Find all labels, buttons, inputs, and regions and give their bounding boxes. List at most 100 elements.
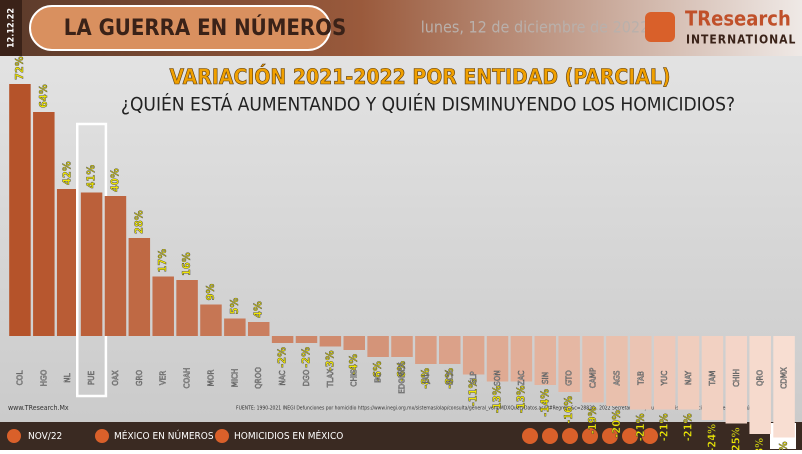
x-tick-label: JAL [421,373,430,385]
value-label: -21% [658,413,671,441]
value-label: 5% [228,298,241,315]
x-tick-label: BC [374,373,383,383]
bar [128,238,151,336]
bar [80,192,103,336]
bar [319,336,342,347]
x-tick-label: COL [15,371,24,386]
bar [247,322,270,336]
x-tick-label: TAB [636,371,645,386]
value-label: -24% [705,424,718,450]
bar [558,336,580,392]
bar [606,336,628,406]
bar [725,336,748,424]
bar [653,336,676,410]
footer-link[interactable]: MÉXICO EN NÚMEROS [114,429,214,442]
x-tick-label: TAM [708,371,717,387]
value-label: 41% [85,165,98,189]
x-tick-label: ZAC [517,371,526,386]
x-tick-label: AGS [612,370,621,385]
date-tag: 12.12.22 [7,8,17,48]
x-tick-label: DGO [302,369,311,386]
bar [439,336,461,364]
value-label: -29% [777,441,790,450]
bar [510,336,533,382]
value-label: -2% [299,347,312,368]
value-label: -21% [634,413,647,441]
footer-band [0,422,802,450]
value-label: -28% [753,438,766,450]
value-label: -13% [514,385,527,413]
value-label: -8% [443,368,456,389]
bar [677,336,700,410]
x-tick-label: QRO [756,370,765,387]
chart-subtitle: ¿QUIÉN ESTÁ AUMENTANDO Y QUIÉN DISMINUYE… [121,93,735,116]
x-tick-label: NL [63,373,72,382]
value-label: 16% [180,252,193,276]
value-label: -21% [682,413,695,441]
bar [391,336,413,357]
value-label: 28% [132,210,145,234]
value-label: 40% [108,168,121,192]
bar [534,336,557,385]
footer-link[interactable]: HOMICIDIOS EN MÉXICO [234,429,343,442]
header-title: LA GUERRA EN NÚMEROS [64,15,347,41]
bar [630,336,652,410]
value-label: -25% [729,427,742,450]
x-tick-label: MICH [230,369,239,388]
x-tick-label: QROO [254,367,263,389]
value-label: -14% [538,389,551,417]
bar [343,336,365,350]
value-label: -3% [323,350,336,371]
x-tick-label: HGO [39,369,48,386]
bar [104,196,127,336]
value-label: -6% [395,361,408,382]
brand: TResearch [685,7,791,31]
footer-source: FUENTE: 1990-2021 INEGI Defunciones por … [236,405,763,412]
bar [486,336,509,382]
x-tick-label: OAX [111,370,120,385]
x-tick-label: PUE [87,370,96,385]
value-label: 9% [204,284,217,301]
x-tick-label: YUC [660,371,669,387]
bar [773,336,795,438]
bar [33,112,55,336]
bar [415,336,437,364]
value-label: -2% [276,347,289,368]
bar [56,189,79,336]
x-tick-label: GTO [565,370,574,386]
chart-title: VARIACIÓN 2021-2022 POR ENTIDAD (PARCIAL… [169,64,670,89]
bar [582,336,604,403]
value-label: -8% [419,368,432,389]
bar [367,336,389,357]
footer-site: www.TResearch.Mx [8,404,69,412]
x-tick-label: CAMP [589,367,598,388]
bar [152,276,174,336]
value-label: -19% [586,406,599,434]
logo-icon [645,12,675,42]
social-icons [522,428,658,444]
value-label: -4% [347,354,360,375]
x-tick-label: SLP [469,371,478,385]
x-tick-label: SIN [541,372,550,384]
x-tick-label: BCS [445,370,454,385]
bar [462,336,485,375]
value-label: -13% [491,385,504,413]
bar [9,84,31,336]
date-tab [0,0,22,56]
x-tick-label: GRO [135,370,144,387]
x-tick-label: NAC [278,370,287,385]
x-tick-label: SON [493,370,502,386]
value-label: -16% [562,396,575,424]
brand-sub: INTERNATIONAL [686,33,796,47]
x-tick-label: EDOMEX [398,362,407,394]
footer-month: NOV/22 [28,431,62,442]
bar [701,336,724,420]
icon [95,429,109,443]
x-tick-label: CHIH [732,369,741,387]
value-label: 17% [156,249,169,273]
x-tick-label: VER [159,371,168,385]
title-pill [29,5,331,51]
value-label: -11% [467,378,480,406]
value-label: -6% [371,361,384,382]
